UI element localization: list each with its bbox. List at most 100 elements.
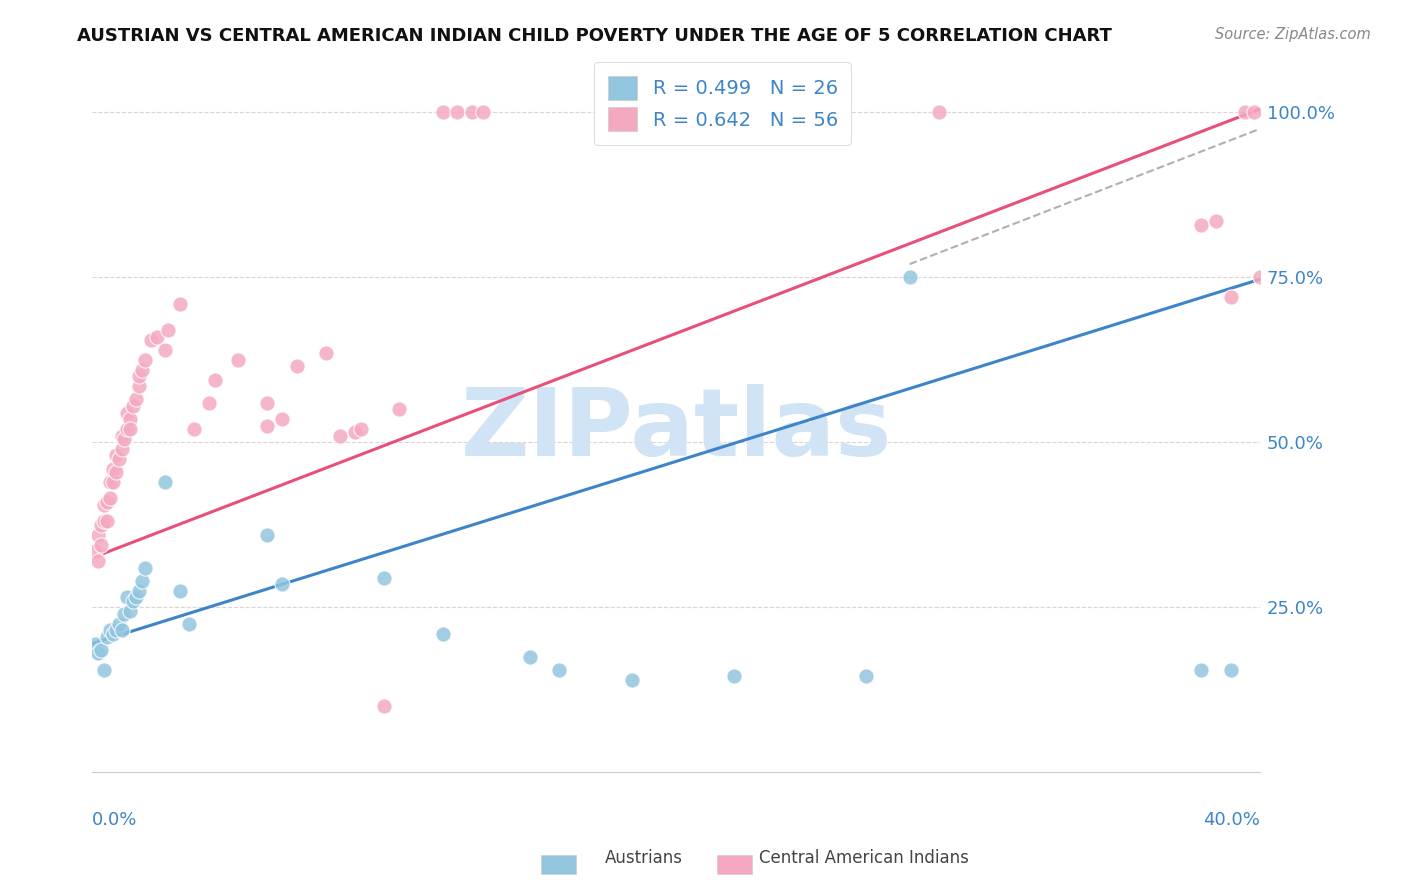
Point bbox=[169, 296, 191, 310]
Text: Central American Indians: Central American Indians bbox=[759, 849, 969, 867]
Point bbox=[84, 544, 107, 558]
Point bbox=[120, 412, 142, 426]
Point bbox=[101, 461, 124, 475]
Text: Austrians: Austrians bbox=[605, 849, 682, 867]
Point bbox=[388, 402, 411, 417]
Text: 0.0%: 0.0% bbox=[93, 812, 138, 830]
Point bbox=[84, 636, 107, 650]
Point bbox=[104, 624, 127, 638]
Text: AUSTRIAN VS CENTRAL AMERICAN INDIAN CHILD POVERTY UNDER THE AGE OF 5 CORRELATION: AUSTRIAN VS CENTRAL AMERICAN INDIAN CHIL… bbox=[77, 27, 1112, 45]
Point bbox=[90, 537, 112, 551]
Point bbox=[256, 418, 278, 433]
Point bbox=[373, 570, 395, 584]
Point bbox=[134, 560, 156, 574]
Point bbox=[96, 494, 118, 508]
Point bbox=[145, 329, 167, 343]
Point bbox=[93, 515, 115, 529]
Point bbox=[1205, 214, 1227, 228]
Point bbox=[204, 373, 226, 387]
Legend: R = 0.499   N = 26, R = 0.642   N = 56: R = 0.499 N = 26, R = 0.642 N = 56 bbox=[595, 62, 852, 145]
Point bbox=[125, 591, 148, 605]
Point bbox=[157, 323, 180, 337]
Point bbox=[1191, 218, 1213, 232]
Point bbox=[96, 630, 118, 644]
Point bbox=[1234, 105, 1257, 120]
Point bbox=[446, 105, 468, 120]
Point bbox=[548, 663, 571, 677]
Point bbox=[90, 517, 112, 532]
Point bbox=[114, 607, 136, 621]
Point bbox=[117, 422, 139, 436]
Text: 40.0%: 40.0% bbox=[1204, 812, 1260, 830]
Point bbox=[87, 554, 110, 568]
Point bbox=[1219, 290, 1241, 304]
Point bbox=[104, 465, 127, 479]
Point bbox=[1249, 270, 1271, 285]
Point bbox=[128, 379, 150, 393]
Point bbox=[101, 475, 124, 489]
Point bbox=[110, 442, 132, 456]
Point bbox=[125, 392, 148, 407]
Point bbox=[122, 399, 145, 413]
Point bbox=[87, 527, 110, 541]
Point bbox=[131, 574, 153, 588]
Point bbox=[256, 395, 278, 409]
Point bbox=[87, 647, 110, 661]
Point bbox=[120, 603, 142, 617]
Point bbox=[855, 669, 877, 683]
Point bbox=[117, 591, 139, 605]
Point bbox=[256, 527, 278, 541]
Point bbox=[432, 105, 454, 120]
Point bbox=[128, 369, 150, 384]
Point bbox=[134, 352, 156, 367]
Point bbox=[329, 428, 352, 442]
Point bbox=[373, 699, 395, 714]
Point bbox=[461, 105, 484, 120]
Point bbox=[131, 362, 153, 376]
Point bbox=[93, 498, 115, 512]
Point bbox=[139, 333, 162, 347]
Point bbox=[350, 422, 373, 436]
Point bbox=[114, 432, 136, 446]
Point bbox=[1191, 663, 1213, 677]
Point bbox=[198, 395, 221, 409]
Point bbox=[98, 475, 121, 489]
Point bbox=[104, 449, 127, 463]
Point bbox=[117, 406, 139, 420]
Point bbox=[183, 422, 205, 436]
Point bbox=[110, 428, 132, 442]
Point bbox=[519, 649, 541, 664]
Point bbox=[271, 577, 294, 591]
Point bbox=[343, 425, 366, 440]
Point bbox=[107, 616, 129, 631]
Point bbox=[285, 359, 308, 374]
Point bbox=[101, 626, 124, 640]
Point bbox=[723, 669, 745, 683]
Point bbox=[98, 624, 121, 638]
Point bbox=[621, 673, 644, 687]
Point bbox=[315, 346, 337, 360]
Point bbox=[96, 515, 118, 529]
Point bbox=[98, 491, 121, 506]
Point bbox=[120, 422, 142, 436]
Point bbox=[177, 616, 200, 631]
Point bbox=[1219, 663, 1241, 677]
Point bbox=[472, 105, 495, 120]
Point bbox=[93, 663, 115, 677]
Point bbox=[107, 451, 129, 466]
Text: Source: ZipAtlas.com: Source: ZipAtlas.com bbox=[1215, 27, 1371, 42]
Point bbox=[122, 593, 145, 607]
Point bbox=[128, 583, 150, 598]
Point bbox=[90, 643, 112, 657]
Point bbox=[928, 105, 950, 120]
Point bbox=[155, 343, 177, 357]
Point bbox=[155, 475, 177, 489]
Point bbox=[110, 624, 132, 638]
Point bbox=[898, 270, 921, 285]
Point bbox=[169, 583, 191, 598]
Text: ZIPatlas: ZIPatlas bbox=[460, 384, 891, 476]
Point bbox=[432, 626, 454, 640]
Point bbox=[226, 352, 249, 367]
Point bbox=[1243, 105, 1265, 120]
Point bbox=[271, 412, 294, 426]
